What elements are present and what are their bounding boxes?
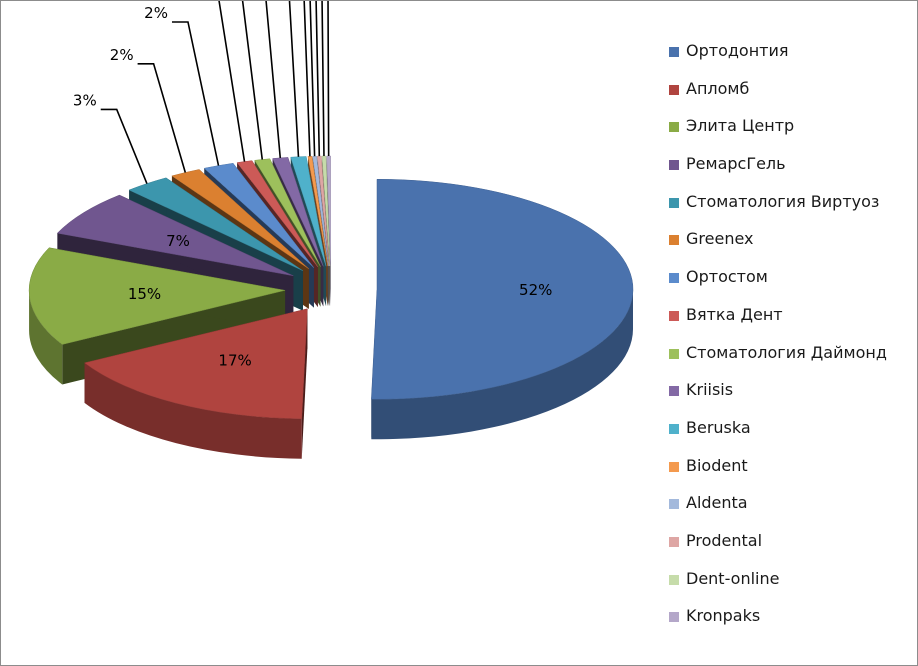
legend-swatch bbox=[669, 122, 679, 133]
legend-item: РемарсГель bbox=[669, 153, 914, 191]
legend-swatch bbox=[669, 160, 679, 171]
legend-item: Апломб bbox=[669, 78, 914, 116]
data-label-элита-центр: 15% bbox=[128, 285, 161, 303]
legend-label: Стоматология Даймонд bbox=[686, 342, 887, 362]
legend-label: Стоматология Виртуоз bbox=[686, 191, 880, 211]
legend-swatch bbox=[669, 461, 679, 472]
leader-line bbox=[241, 1, 264, 160]
legend-swatch bbox=[669, 574, 679, 585]
legend-swatch bbox=[669, 310, 679, 321]
legend-item: Ортостом bbox=[669, 266, 914, 304]
leader-line bbox=[218, 1, 246, 162]
leader-line bbox=[303, 1, 311, 157]
data-label-апломб: 17% bbox=[218, 352, 251, 370]
leader-line bbox=[321, 1, 325, 157]
legend-item: Beruska bbox=[669, 417, 914, 455]
legend-item: Greenex bbox=[669, 228, 914, 266]
leader-line bbox=[315, 1, 321, 157]
legend-swatch bbox=[669, 47, 679, 57]
leader-line bbox=[100, 108, 148, 184]
legend-label: Ортодонтия bbox=[686, 41, 789, 60]
legend-item: Biodent bbox=[669, 455, 914, 493]
legend: Ортодонтия Апломб Элита Центр РемарсГель Сто… bbox=[669, 40, 914, 643]
legend-item: Dent-online bbox=[669, 568, 914, 606]
legend-item: Ортодонтия bbox=[669, 40, 914, 78]
legend-label: Элита Центр bbox=[686, 116, 795, 136]
data-label-стоматология-виртуоз: 3% bbox=[73, 91, 97, 109]
legend-label: Prodental bbox=[686, 530, 763, 550]
legend-label: Kriisis bbox=[686, 380, 734, 400]
leader-line bbox=[137, 62, 187, 173]
data-label-ортостом: 2% bbox=[144, 4, 168, 22]
pie-slice-апломб bbox=[83, 308, 308, 459]
legend-label: Вятка Дент bbox=[686, 304, 783, 324]
data-label-greenex: 2% bbox=[110, 46, 134, 64]
legend-item: Kriisis bbox=[669, 379, 914, 417]
legend-item: Prodental bbox=[669, 530, 914, 568]
data-label-ремарсгель: 7% bbox=[166, 232, 190, 250]
legend-label: Aldenta bbox=[686, 493, 748, 513]
legend-swatch bbox=[669, 348, 679, 359]
legend-label: Dent-online bbox=[686, 568, 780, 588]
legend-label: Biodent bbox=[686, 455, 748, 475]
legend-label: Ортостом bbox=[686, 267, 768, 287]
leader-line bbox=[288, 1, 300, 157]
legend-label: Kronpaks bbox=[686, 606, 761, 626]
legend-item: Kronpaks bbox=[669, 605, 914, 643]
legend-item: Элита Центр bbox=[669, 115, 914, 153]
legend-item: Стоматология Виртуоз bbox=[669, 191, 914, 229]
legend-swatch bbox=[669, 499, 679, 510]
legend-item: Стоматология Даймонд bbox=[669, 342, 914, 380]
legend-swatch bbox=[669, 84, 679, 95]
legend-swatch bbox=[669, 197, 679, 208]
legend-label: Beruska bbox=[686, 417, 751, 437]
legend-swatch bbox=[669, 386, 679, 397]
leader-line bbox=[171, 21, 220, 166]
legend-swatch bbox=[669, 536, 679, 547]
legend-swatch bbox=[669, 612, 679, 623]
leader-line bbox=[327, 1, 330, 157]
data-label-ортодонтия: 52% bbox=[519, 281, 552, 299]
leader-line bbox=[309, 1, 316, 157]
legend-swatch bbox=[669, 235, 679, 246]
pie-slice-ортодонтия bbox=[371, 179, 634, 440]
legend-item: Вятка Дент bbox=[669, 304, 914, 342]
legend-label: Апломб bbox=[686, 78, 750, 98]
legend-label: Greenex bbox=[686, 229, 754, 249]
leader-line bbox=[265, 1, 282, 158]
legend-label: РемарсГель bbox=[686, 154, 786, 174]
legend-swatch bbox=[669, 423, 679, 434]
legend-swatch bbox=[669, 273, 679, 284]
legend-item: Aldenta bbox=[669, 492, 914, 530]
